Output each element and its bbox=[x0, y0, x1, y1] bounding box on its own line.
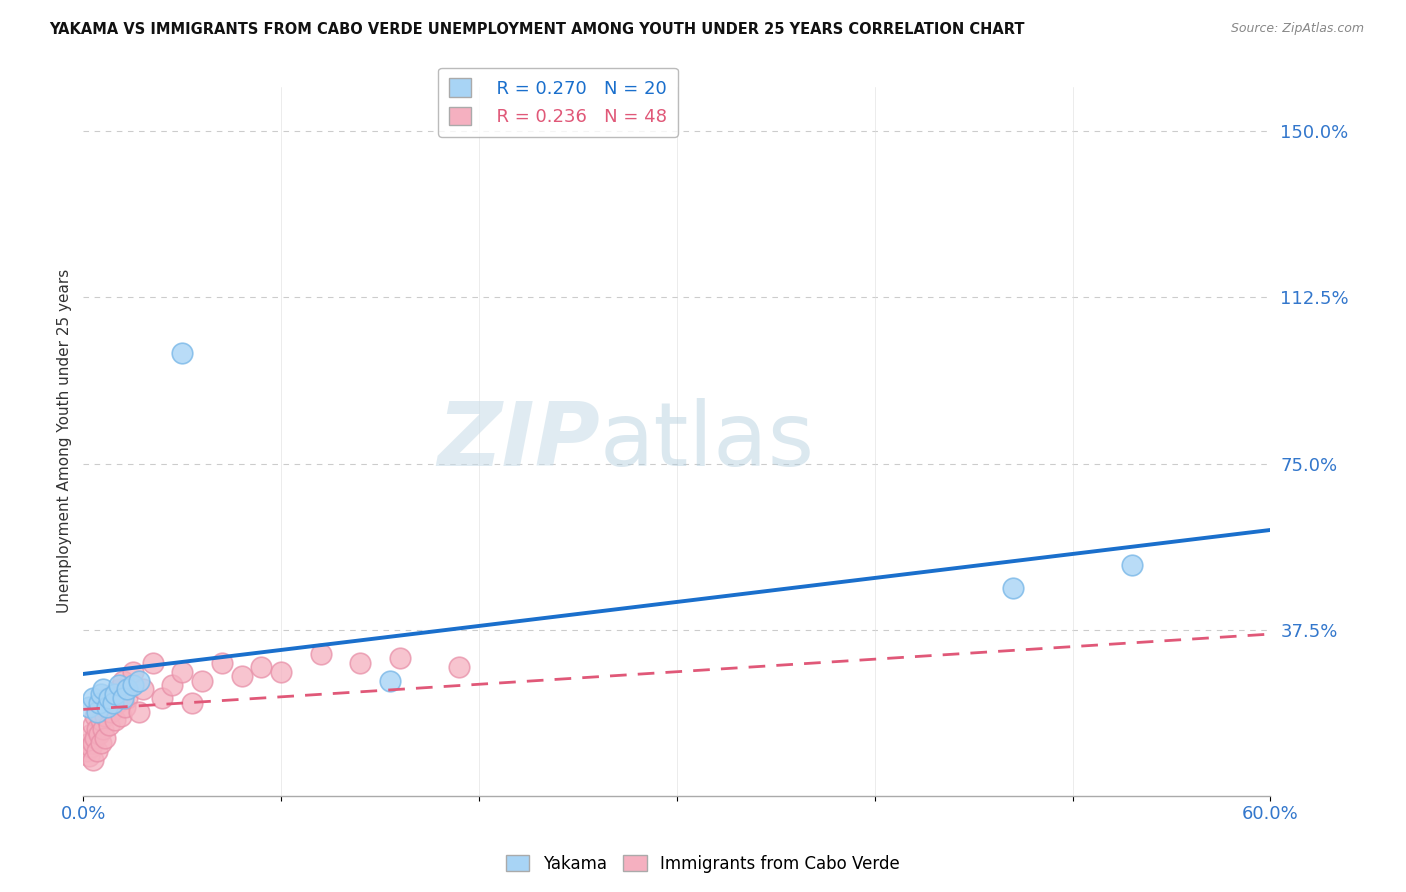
Point bbox=[172, 345, 194, 359]
Point bbox=[162, 678, 184, 692]
Point bbox=[101, 696, 124, 710]
Point bbox=[82, 691, 104, 706]
Point bbox=[378, 673, 401, 688]
Point bbox=[105, 696, 128, 710]
Point bbox=[77, 748, 100, 763]
Point bbox=[104, 714, 127, 728]
Point bbox=[77, 700, 100, 714]
Point bbox=[111, 673, 134, 688]
Point bbox=[131, 682, 153, 697]
Point bbox=[87, 696, 110, 710]
Point bbox=[211, 656, 233, 670]
Point bbox=[84, 731, 107, 746]
Point bbox=[270, 665, 292, 679]
Point bbox=[114, 700, 136, 714]
Point bbox=[449, 660, 471, 674]
Point bbox=[82, 718, 104, 732]
Text: YAKAMA VS IMMIGRANTS FROM CABO VERDE UNEMPLOYMENT AMONG YOUTH UNDER 25 YEARS COR: YAKAMA VS IMMIGRANTS FROM CABO VERDE UNE… bbox=[49, 22, 1025, 37]
Point bbox=[80, 727, 103, 741]
Point bbox=[181, 696, 204, 710]
Point bbox=[91, 723, 114, 737]
Point bbox=[349, 656, 371, 670]
Point bbox=[87, 705, 110, 719]
Point bbox=[101, 687, 124, 701]
Text: atlas: atlas bbox=[600, 398, 815, 485]
Y-axis label: Unemployment Among Youth under 25 years: Unemployment Among Youth under 25 years bbox=[58, 269, 72, 614]
Point bbox=[98, 691, 121, 706]
Point bbox=[86, 705, 108, 719]
Point bbox=[96, 691, 118, 706]
Point bbox=[77, 736, 100, 750]
Legend: Yakama, Immigrants from Cabo Verde: Yakama, Immigrants from Cabo Verde bbox=[499, 848, 907, 880]
Point bbox=[84, 709, 107, 723]
Text: ZIP: ZIP bbox=[437, 398, 600, 485]
Point bbox=[115, 691, 138, 706]
Point bbox=[172, 665, 194, 679]
Point bbox=[91, 682, 114, 697]
Point bbox=[1002, 581, 1025, 595]
Point bbox=[104, 687, 127, 701]
Point bbox=[90, 714, 112, 728]
Point bbox=[90, 687, 112, 701]
Point bbox=[98, 718, 121, 732]
Point bbox=[90, 736, 112, 750]
Point bbox=[82, 753, 104, 767]
Point bbox=[111, 691, 134, 706]
Point bbox=[82, 736, 104, 750]
Point bbox=[94, 709, 117, 723]
Point bbox=[86, 723, 108, 737]
Point bbox=[91, 700, 114, 714]
Point bbox=[309, 647, 332, 661]
Point bbox=[388, 651, 411, 665]
Point bbox=[121, 665, 143, 679]
Legend:   R = 0.270   N = 20,   R = 0.236   N = 48: R = 0.270 N = 20, R = 0.236 N = 48 bbox=[439, 68, 678, 137]
Point bbox=[80, 739, 103, 754]
Point bbox=[100, 705, 122, 719]
Point bbox=[108, 678, 131, 692]
Point bbox=[128, 673, 150, 688]
Point bbox=[141, 656, 163, 670]
Point bbox=[110, 709, 132, 723]
Point bbox=[96, 700, 118, 714]
Point bbox=[231, 669, 253, 683]
Point bbox=[191, 673, 214, 688]
Point bbox=[76, 744, 98, 758]
Point bbox=[87, 727, 110, 741]
Point bbox=[152, 691, 174, 706]
Point bbox=[108, 682, 131, 697]
Point bbox=[121, 678, 143, 692]
Point bbox=[86, 744, 108, 758]
Point bbox=[94, 731, 117, 746]
Text: Source: ZipAtlas.com: Source: ZipAtlas.com bbox=[1230, 22, 1364, 36]
Point bbox=[1121, 558, 1143, 573]
Point bbox=[128, 705, 150, 719]
Point bbox=[250, 660, 273, 674]
Point bbox=[115, 682, 138, 697]
